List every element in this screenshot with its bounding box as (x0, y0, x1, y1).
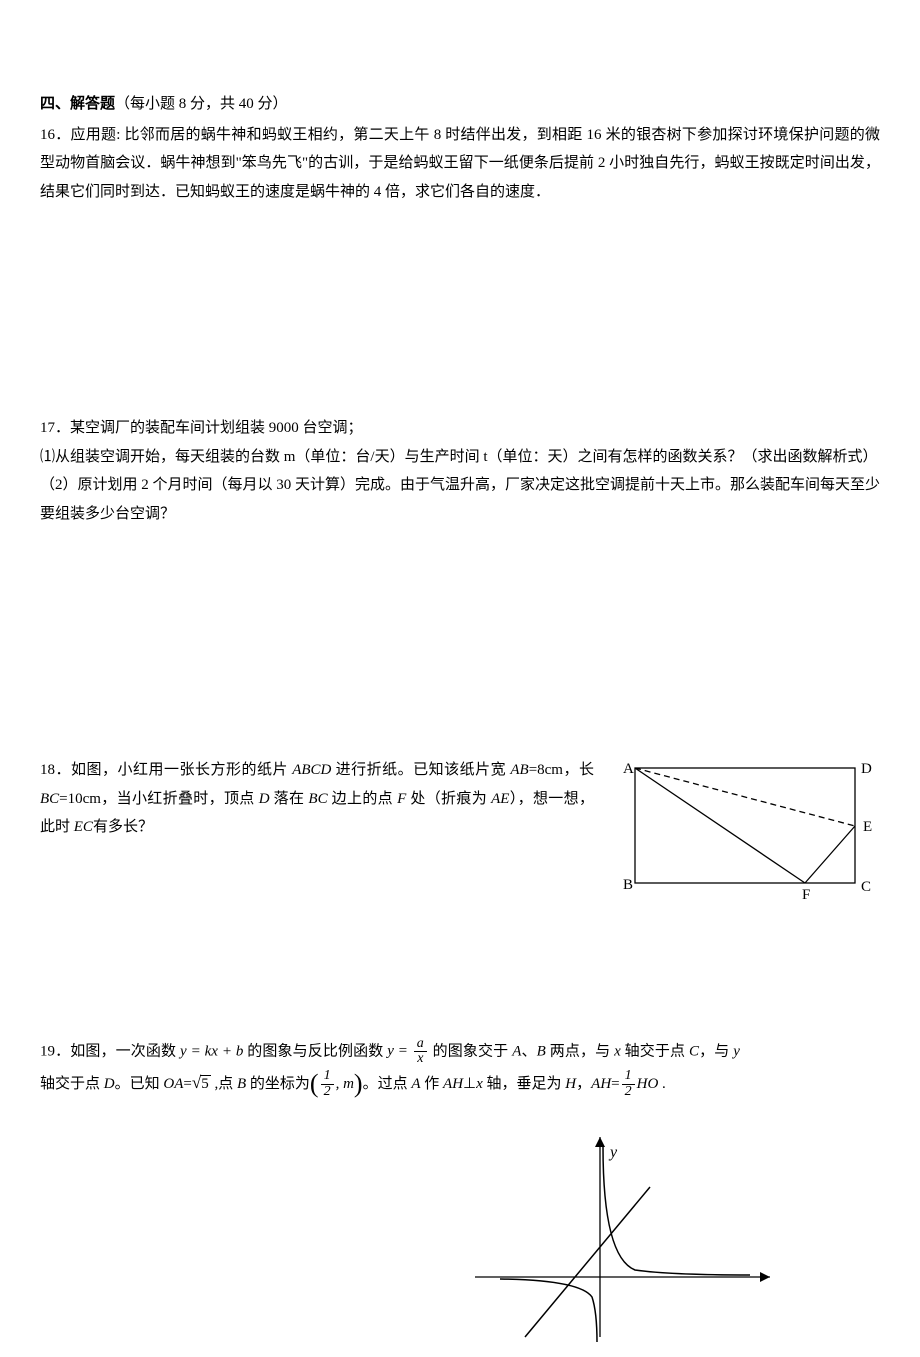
sqrt-5: 5 (192, 1067, 211, 1099)
p17-l3: （2）原计划用 2 个月时间（每月以 30 天计算）完成。由于气温升高，厂家决定… (40, 477, 880, 522)
label-F: F (802, 887, 810, 903)
spacer (40, 927, 880, 1037)
section-note: （每小题 8 分，共 40 分） (115, 96, 288, 112)
spacer (40, 536, 880, 756)
p19-figure: y (470, 1127, 790, 1357)
problem-19: 19．如图，一次函数 y = kx + b 的图象与反比例函数 y = ax 的… (40, 1037, 880, 1100)
label-A: A (623, 761, 634, 777)
p19-text: 19．如图，一次函数 y = kx + b 的图象与反比例函数 y = ax 的… (40, 1037, 740, 1100)
label-B: B (623, 877, 633, 893)
p18-text: 18．如图，小红用一张长方形的纸片 ABCD 进行折纸。已知该纸片宽 AB=8c… (40, 756, 594, 842)
label-C: C (861, 879, 871, 895)
y-axis-label: y (608, 1144, 618, 1161)
p18-num: 18． (40, 762, 71, 778)
p17-l2: ⑴从组装空调开始，每天组装的台数 m（单位：台/天）与生产时间 t（单位：天）之… (40, 449, 878, 465)
section-label: 四、解答题 (40, 96, 115, 112)
p16-body: 应用题: 比邻而居的蜗牛神和蚂蚁王相约，第二天上午 8 时结伴出发，到相距 16… (40, 127, 880, 200)
label-D: D (861, 761, 872, 777)
problem-18: 18．如图，小红用一张长方形的纸片 ABCD 进行折纸。已知该纸片宽 AB=8c… (40, 756, 880, 927)
function-graph: y (470, 1127, 790, 1347)
rectangle-fold-diagram: A D B C E F (610, 756, 880, 916)
problem-16: 16．应用题: 比邻而居的蜗牛神和蚂蚁王相约，第二天上午 8 时结伴出发，到相距… (40, 121, 880, 207)
p18-figure: A D B C E F (610, 756, 880, 927)
p17-l1: 某空调厂的装配车间计划组装 9000 台空调； (70, 420, 363, 436)
section-header: 四、解答题（每小题 8 分，共 40 分） (40, 90, 880, 119)
fraction-a-over-x: ax (414, 1037, 427, 1067)
p17-num: 17． (40, 420, 70, 436)
fraction-half-2: 12 (622, 1069, 635, 1099)
p19-num: 19． (40, 1043, 70, 1059)
spacer (40, 214, 880, 414)
p16-num: 16． (40, 127, 71, 143)
problem-17: 17．某空调厂的装配车间计划组装 9000 台空调； ⑴从组装空调开始，每天组装… (40, 414, 880, 528)
fraction-half: 12 (321, 1069, 334, 1099)
label-E: E (863, 819, 872, 835)
